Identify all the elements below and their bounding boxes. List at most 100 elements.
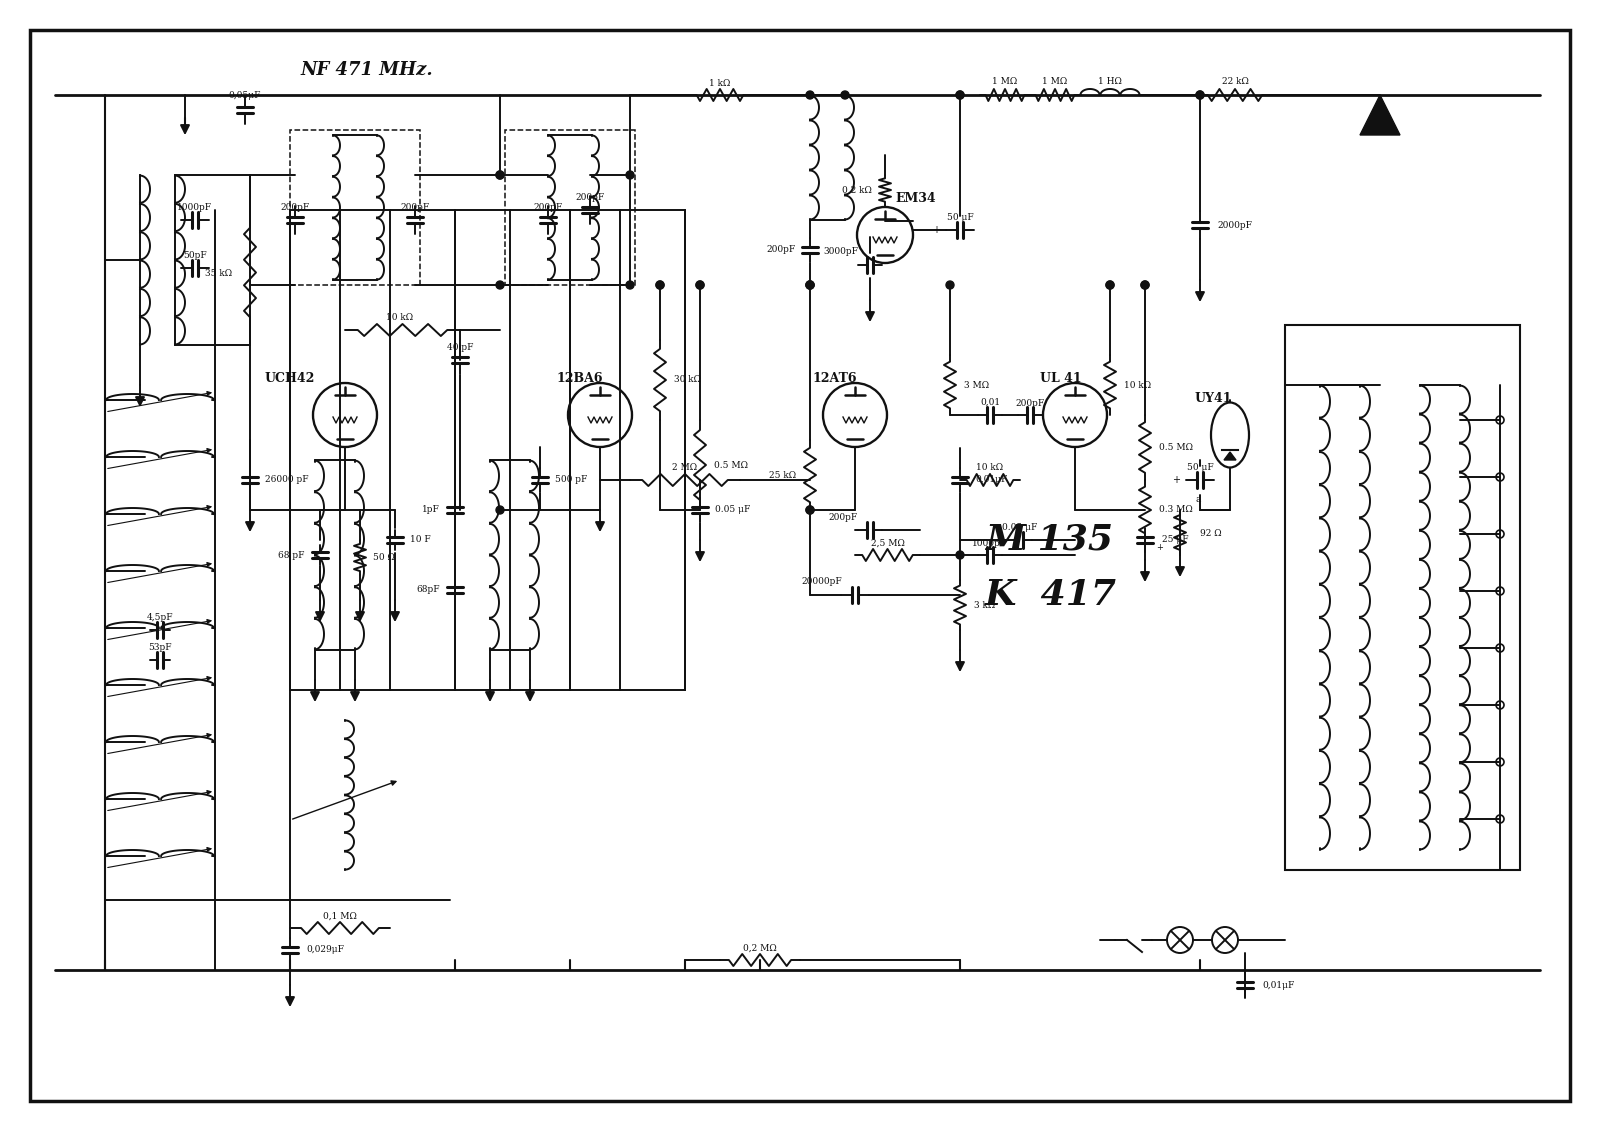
Circle shape <box>806 280 814 290</box>
Bar <box>290 130 419 285</box>
Text: +: + <box>1171 475 1181 485</box>
Circle shape <box>806 506 814 513</box>
Text: 25 kΩ: 25 kΩ <box>770 470 797 480</box>
Circle shape <box>496 280 504 290</box>
Text: 50 μF: 50 μF <box>947 213 973 222</box>
Circle shape <box>1106 280 1114 290</box>
Circle shape <box>806 280 814 290</box>
Text: UCH42: UCH42 <box>266 371 315 385</box>
Text: 50pF: 50pF <box>182 250 206 259</box>
Text: 68 pF: 68 pF <box>277 551 304 560</box>
Text: 1 kΩ: 1 kΩ <box>709 78 731 87</box>
Circle shape <box>496 171 504 179</box>
Text: 200pF: 200pF <box>766 245 797 254</box>
Circle shape <box>946 280 954 290</box>
Text: 12BA6: 12BA6 <box>557 371 603 385</box>
Polygon shape <box>1224 452 1235 460</box>
Text: 0.05 μF: 0.05 μF <box>715 506 750 515</box>
Text: 0.5 MΩ: 0.5 MΩ <box>1158 443 1194 452</box>
Text: 26000 pF: 26000 pF <box>266 475 309 484</box>
Circle shape <box>1106 280 1114 290</box>
Text: 12AT6: 12AT6 <box>813 371 856 385</box>
Text: 1000pF: 1000pF <box>973 538 1008 547</box>
Text: 3 kΩ: 3 kΩ <box>974 601 995 610</box>
Text: 20000pF: 20000pF <box>802 578 842 587</box>
Text: 1 MΩ: 1 MΩ <box>992 78 1018 86</box>
Bar <box>290 210 454 690</box>
Bar <box>1285 325 1520 870</box>
Circle shape <box>957 551 963 559</box>
Text: UY41: UY41 <box>1195 391 1232 405</box>
Circle shape <box>1141 280 1149 290</box>
Text: 40 pF: 40 pF <box>446 343 474 352</box>
Text: 200pF: 200pF <box>1016 398 1045 407</box>
Circle shape <box>1141 280 1149 290</box>
Text: 1pF: 1pF <box>422 506 440 515</box>
Text: M 135: M 135 <box>986 523 1114 556</box>
Polygon shape <box>1360 95 1400 135</box>
Circle shape <box>626 171 634 179</box>
Circle shape <box>806 280 814 290</box>
Text: 0,2 kΩ: 0,2 kΩ <box>842 185 872 195</box>
Text: +: + <box>931 225 941 235</box>
Circle shape <box>806 90 814 100</box>
Text: K  417: K 417 <box>986 578 1117 612</box>
Text: 10 F: 10 F <box>410 535 430 544</box>
Circle shape <box>496 506 504 513</box>
Text: 2,5 MΩ: 2,5 MΩ <box>870 538 906 547</box>
Text: +: + <box>1155 544 1163 553</box>
Text: 0.3 MΩ: 0.3 MΩ <box>1158 506 1192 515</box>
Text: 1000pF: 1000pF <box>178 202 213 211</box>
Text: 0,01μF: 0,01μF <box>1262 981 1294 990</box>
Circle shape <box>696 280 704 290</box>
Text: 2000pF: 2000pF <box>1218 221 1251 230</box>
Bar <box>454 210 570 690</box>
Text: 4,5pF: 4,5pF <box>147 613 173 622</box>
Text: 200pF: 200pF <box>533 204 563 213</box>
Text: UL 41: UL 41 <box>1040 371 1082 385</box>
Text: 200pF: 200pF <box>280 204 310 213</box>
Circle shape <box>806 506 814 513</box>
Circle shape <box>496 171 504 179</box>
Text: 1 HΩ: 1 HΩ <box>1098 78 1122 86</box>
Bar <box>570 210 685 690</box>
Text: 2 MΩ: 2 MΩ <box>672 463 698 472</box>
Circle shape <box>1197 90 1205 100</box>
Text: 3000pF: 3000pF <box>822 248 858 257</box>
Circle shape <box>957 90 963 100</box>
Text: 53pF: 53pF <box>149 644 171 653</box>
Text: 30 kΩ: 30 kΩ <box>674 375 701 385</box>
Text: 10 kΩ: 10 kΩ <box>1123 380 1150 389</box>
Circle shape <box>696 280 704 290</box>
Circle shape <box>626 280 634 290</box>
Text: 1 MΩ: 1 MΩ <box>1042 78 1067 86</box>
Circle shape <box>656 280 664 290</box>
Text: 500 pF: 500 pF <box>555 475 587 484</box>
Circle shape <box>656 280 664 290</box>
Text: 50 μF: 50 μF <box>1187 463 1213 472</box>
Text: 0,2 MΩ: 0,2 MΩ <box>742 943 778 952</box>
Text: 0,1 MΩ: 0,1 MΩ <box>323 912 357 921</box>
Text: 22 kΩ: 22 kΩ <box>1221 78 1248 86</box>
Text: 0,05μF: 0,05μF <box>229 92 261 101</box>
Text: NF 471 MHz.: NF 471 MHz. <box>301 61 432 79</box>
Text: 0,029μF: 0,029μF <box>306 946 344 955</box>
Bar <box>506 130 635 285</box>
Text: 200pF: 200pF <box>829 513 858 523</box>
Text: 10 kΩ: 10 kΩ <box>976 464 1003 473</box>
Circle shape <box>957 90 963 100</box>
Text: 68pF: 68pF <box>416 586 440 595</box>
Text: 25 μF: 25 μF <box>1162 535 1189 544</box>
Circle shape <box>1197 90 1205 100</box>
Text: 0.05 μF: 0.05 μF <box>1002 523 1038 532</box>
Text: EM34: EM34 <box>894 191 936 205</box>
Text: 0.5 MΩ: 0.5 MΩ <box>714 460 749 469</box>
Text: 200pF: 200pF <box>400 204 430 213</box>
Text: 200pF: 200pF <box>576 193 605 202</box>
Text: 3 MΩ: 3 MΩ <box>963 380 989 389</box>
Text: 92 Ω: 92 Ω <box>1200 528 1222 537</box>
Text: a: a <box>1195 495 1200 504</box>
Text: 50 Ω: 50 Ω <box>373 553 395 562</box>
Text: 0,01: 0,01 <box>979 397 1000 406</box>
Text: 10 kΩ: 10 kΩ <box>387 313 413 322</box>
